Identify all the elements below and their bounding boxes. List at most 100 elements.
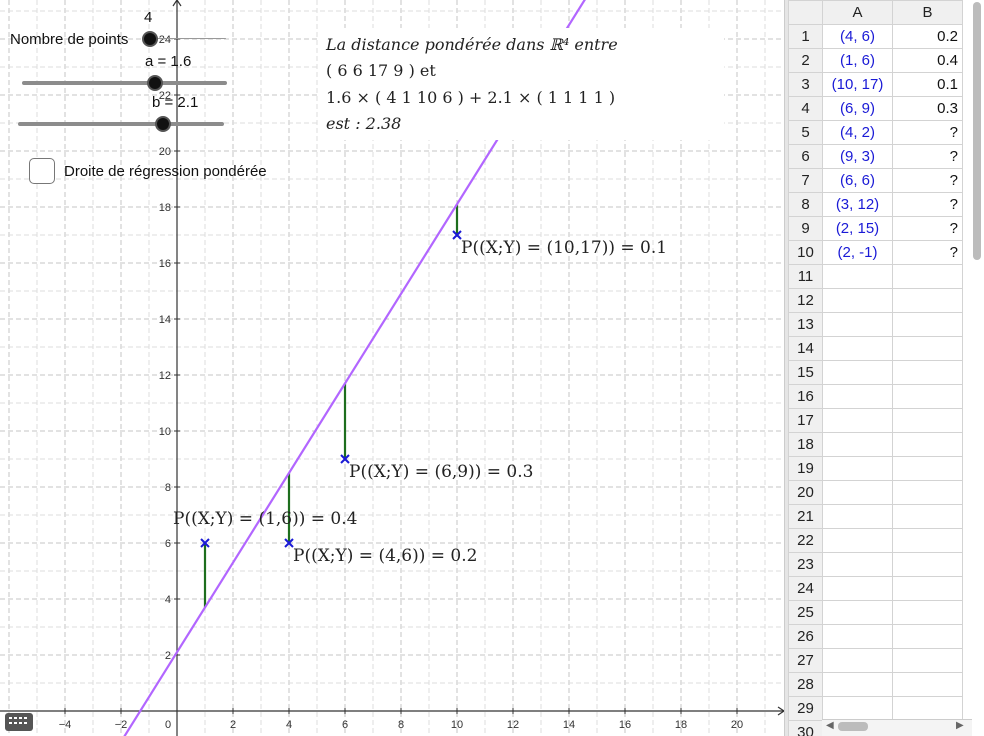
cell-b[interactable] [892,288,963,313]
row-header[interactable]: 19 [788,456,823,481]
cell-b[interactable] [892,456,963,481]
cell-a[interactable]: (4, 6) [822,24,893,49]
cell-b[interactable] [892,336,963,361]
cell-a[interactable]: (3, 12) [822,192,893,217]
cell-a[interactable]: (6, 6) [822,168,893,193]
cell-b[interactable] [892,600,963,625]
cell-a[interactable] [822,432,893,457]
cell-b[interactable] [892,408,963,433]
cell-a[interactable] [822,264,893,289]
row-header[interactable]: 29 [788,696,823,721]
b-slider-track[interactable] [18,122,224,126]
cell-a[interactable]: (1, 6) [822,48,893,73]
cell-b[interactable] [892,504,963,529]
cell-b[interactable]: ? [892,216,963,241]
row-header[interactable]: 30 [788,720,823,736]
cell-a[interactable]: (2, -1) [822,240,893,265]
row-header[interactable]: 28 [788,672,823,697]
corner-cell[interactable] [788,0,823,25]
cell-b[interactable]: ? [892,144,963,169]
row-header[interactable]: 24 [788,576,823,601]
row-header[interactable]: 4 [788,96,823,121]
row-header[interactable]: 23 [788,552,823,577]
cell-b[interactable] [892,576,963,601]
a-slider-track[interactable] [22,81,227,85]
cell-a[interactable] [822,504,893,529]
cell-b[interactable] [892,528,963,553]
row-header[interactable]: 1 [788,24,823,49]
row-header[interactable]: 2 [788,48,823,73]
cell-a[interactable] [822,528,893,553]
cell-b[interactable] [892,384,963,409]
cell-a[interactable] [822,696,893,721]
view-divider[interactable] [784,0,789,736]
row-header[interactable]: 8 [788,192,823,217]
column-header-b[interactable]: B [892,0,963,25]
vertical-scrollbar[interactable] [973,2,981,260]
cell-b[interactable] [892,480,963,505]
cell-b[interactable] [892,432,963,457]
point-marker-icon[interactable] [284,538,294,548]
cell-b[interactable] [892,696,963,721]
row-header[interactable]: 22 [788,528,823,553]
cell-a[interactable]: (6, 9) [822,96,893,121]
cell-a[interactable] [822,648,893,673]
row-header[interactable]: 20 [788,480,823,505]
cell-b[interactable] [892,624,963,649]
cell-a[interactable] [822,456,893,481]
cell-a[interactable] [822,480,893,505]
row-header[interactable]: 5 [788,120,823,145]
row-header[interactable]: 27 [788,648,823,673]
row-header[interactable]: 7 [788,168,823,193]
point-marker-icon[interactable] [340,454,350,464]
points-slider-knob[interactable] [142,31,158,47]
horizontal-scroll-thumb[interactable] [838,722,868,731]
cell-a[interactable] [822,672,893,697]
b-slider-knob[interactable] [155,116,171,132]
cell-b[interactable]: ? [892,240,963,265]
cell-a[interactable] [822,600,893,625]
cell-b[interactable] [892,264,963,289]
cell-b[interactable]: 0.2 [892,24,963,49]
spreadsheet-view[interactable]: A B 1 (4, 6) 0.2 2 (1, 6) 0.4 3 (10, 17) 0.1 4 (6,… [788,0,984,736]
cell-b[interactable] [892,552,963,577]
cell-a[interactable] [822,384,893,409]
column-header-a[interactable]: A [822,0,893,25]
row-header[interactable]: 25 [788,600,823,625]
row-header[interactable]: 11 [788,264,823,289]
cell-a[interactable]: (4, 2) [822,120,893,145]
cell-a[interactable] [822,288,893,313]
row-header[interactable]: 14 [788,336,823,361]
cell-a[interactable]: (9, 3) [822,144,893,169]
cell-b[interactable]: 0.1 [892,72,963,97]
scroll-left-arrow-icon[interactable]: ◀ [826,720,834,731]
cell-a[interactable] [822,336,893,361]
cell-b[interactable]: ? [892,120,963,145]
point-marker-icon[interactable] [452,230,462,240]
cell-a[interactable] [822,312,893,337]
row-header[interactable]: 15 [788,360,823,385]
cell-a[interactable] [822,552,893,577]
graphics-view[interactable]: −4 −2 0 2 4 6 8 10 12 14 16 18 20 2 4 6 8 10 12 14 16 18 20 22 2… [0,0,784,736]
row-header[interactable]: 9 [788,216,823,241]
cell-b[interactable] [892,672,963,697]
points-slider-track[interactable] [150,38,226,39]
cell-b[interactable]: 0.4 [892,48,963,73]
cell-b[interactable]: ? [892,168,963,193]
row-header[interactable]: 16 [788,384,823,409]
row-header[interactable]: 10 [788,240,823,265]
cell-b[interactable]: ? [892,192,963,217]
cell-a[interactable]: (2, 15) [822,216,893,241]
cell-a[interactable] [822,360,893,385]
point-marker-icon[interactable] [200,538,210,548]
row-header[interactable]: 17 [788,408,823,433]
row-header[interactable]: 12 [788,288,823,313]
cell-b[interactable]: 0.3 [892,96,963,121]
cell-b[interactable] [892,648,963,673]
row-header[interactable]: 13 [788,312,823,337]
row-header[interactable]: 21 [788,504,823,529]
cell-a[interactable] [822,624,893,649]
row-header[interactable]: 6 [788,144,823,169]
cell-a[interactable]: (10, 17) [822,72,893,97]
a-slider-knob[interactable] [147,75,163,91]
